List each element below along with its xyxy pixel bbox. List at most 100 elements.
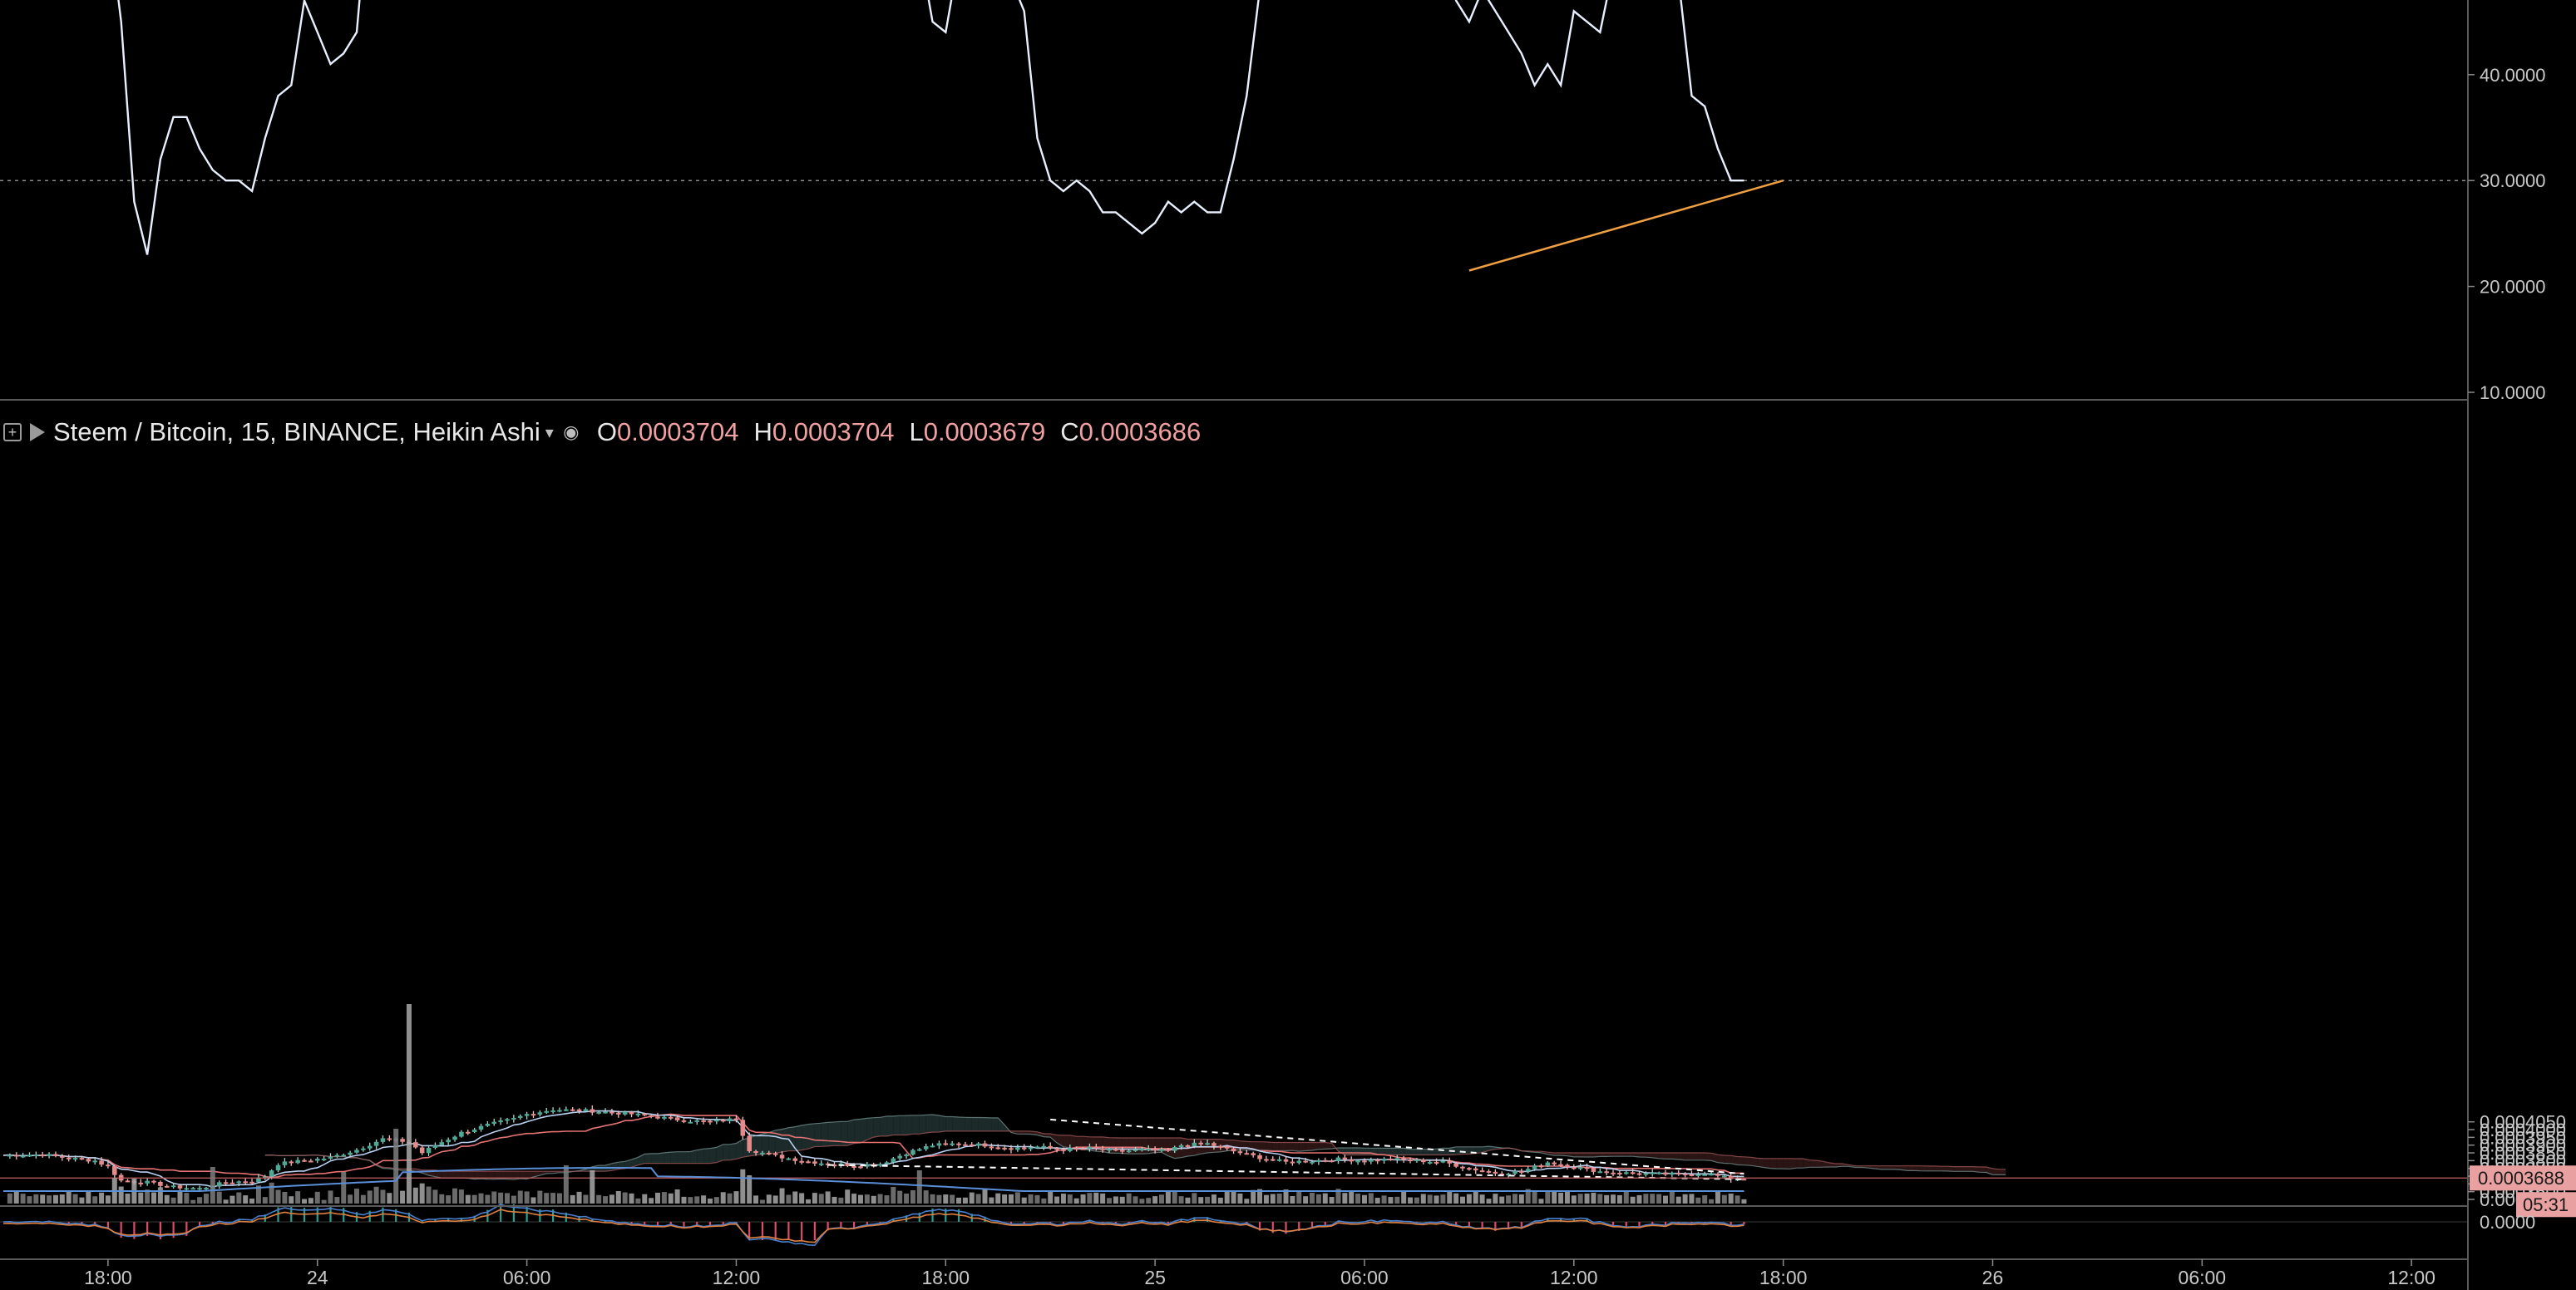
candle-body	[733, 1118, 739, 1120]
candle-body	[223, 1182, 229, 1184]
volume-bar	[1080, 1194, 1086, 1204]
cloud-segment	[736, 1140, 743, 1160]
candle-body	[1597, 1171, 1603, 1174]
candle-body	[1270, 1159, 1276, 1161]
candle-body	[1218, 1145, 1223, 1148]
cloud-segment	[912, 1115, 920, 1135]
candle-body	[786, 1158, 792, 1160]
cloud-segment	[1632, 1152, 1640, 1158]
candle-body	[806, 1161, 811, 1164]
volume-bar	[72, 1194, 78, 1204]
symbol-title[interactable]: Steem / Bitcoin, 15, BINANCE, Heikin Ash…	[53, 417, 540, 446]
volume-bar	[1381, 1195, 1387, 1204]
volume-bar	[92, 1196, 98, 1204]
cloud-segment	[1705, 1152, 1712, 1161]
candle-body	[314, 1159, 320, 1161]
close-value: 0.0003686	[1078, 417, 1202, 446]
volume-bar	[910, 1189, 915, 1204]
volume-bar	[465, 1194, 471, 1204]
cloud-segment	[1253, 1141, 1261, 1150]
cloud-segment	[1024, 1130, 1031, 1135]
volume-bar	[1493, 1194, 1498, 1204]
candle-body	[694, 1120, 700, 1122]
flag-icon[interactable]	[30, 423, 45, 441]
macd-line	[2, 1204, 1744, 1247]
volume-bar	[713, 1197, 719, 1204]
candle-body	[720, 1120, 726, 1122]
volume-bar	[649, 1198, 654, 1204]
candle-body	[1093, 1146, 1099, 1149]
candle-body	[1394, 1158, 1400, 1160]
cloud-segment	[1992, 1168, 2000, 1175]
dropdown-caret-icon[interactable]: ▾	[545, 423, 554, 442]
candle-body	[1237, 1151, 1243, 1154]
candle-body	[897, 1155, 902, 1159]
last-price-badge	[2470, 1165, 2576, 1191]
volume-bar	[1414, 1197, 1419, 1204]
volume-bar	[1205, 1196, 1211, 1204]
cloud-segment	[501, 1171, 507, 1179]
candle-body	[629, 1111, 634, 1115]
candle-body	[99, 1160, 104, 1165]
volume-bar	[603, 1196, 609, 1204]
cloud-segment	[998, 1117, 1005, 1131]
candle-body	[570, 1109, 575, 1111]
cloud-segment	[658, 1152, 664, 1164]
candle-body	[229, 1182, 235, 1184]
settings-icon[interactable]: ◉	[563, 421, 580, 442]
volume-bar	[1394, 1196, 1400, 1204]
candle-body	[943, 1143, 949, 1145]
volume-bar	[210, 1167, 215, 1204]
candle-body	[1369, 1160, 1374, 1162]
candle-body	[681, 1120, 687, 1122]
cloud-segment	[664, 1152, 671, 1164]
volume-bar	[857, 1194, 863, 1204]
candle-body	[910, 1150, 915, 1155]
volume-bar	[1591, 1192, 1596, 1204]
candle-body	[1198, 1142, 1204, 1145]
cloud-segment	[1161, 1137, 1168, 1156]
volume-bar	[642, 1194, 648, 1204]
candle-body	[1623, 1172, 1629, 1174]
cloud-segment	[1769, 1158, 1777, 1169]
cloud-segment	[540, 1171, 547, 1176]
cloud-segment	[860, 1118, 867, 1144]
volume-bar	[956, 1197, 962, 1204]
cloud-segment	[1351, 1147, 1359, 1155]
cloud-segment	[1076, 1136, 1083, 1150]
cloud-segment	[1443, 1148, 1450, 1155]
candle-body	[1113, 1149, 1118, 1151]
volume-bar	[1322, 1193, 1328, 1204]
volume-bar	[1427, 1194, 1433, 1204]
candle-body	[530, 1114, 536, 1116]
cloud-segment	[1148, 1137, 1156, 1154]
volume-bar	[556, 1193, 562, 1204]
cloud-segment	[978, 1117, 985, 1131]
volume-bar	[66, 1191, 72, 1204]
cloud-segment	[1410, 1149, 1417, 1155]
candle-body	[302, 1160, 307, 1162]
candle-body	[1479, 1170, 1485, 1173]
cloud-segment	[1135, 1137, 1142, 1155]
candle-body	[1506, 1174, 1511, 1176]
volume-bar	[1237, 1193, 1243, 1204]
volume-bar	[1408, 1197, 1414, 1204]
volume-bar	[1152, 1196, 1158, 1204]
cloud-segment	[821, 1122, 828, 1147]
volume-bar	[341, 1172, 347, 1204]
candle-body	[1577, 1167, 1583, 1169]
candle-body	[1643, 1173, 1649, 1175]
candle-body	[832, 1164, 837, 1167]
candle-body	[1316, 1160, 1321, 1162]
cloud-segment	[723, 1144, 730, 1160]
time-tick-label: 18:00	[84, 1267, 132, 1288]
volume-bar	[674, 1189, 680, 1204]
cloud-segment	[442, 1171, 449, 1179]
cloud-segment	[1475, 1146, 1483, 1154]
expand-icon[interactable]: +	[3, 423, 22, 441]
cloud-segment	[520, 1171, 527, 1179]
cloud-segment	[1776, 1158, 1784, 1169]
time-axis[interactable]: 18:00 24 06:00 12:00 18:00 25 06:00 12:00 18:00 2…	[84, 1259, 2435, 1288]
